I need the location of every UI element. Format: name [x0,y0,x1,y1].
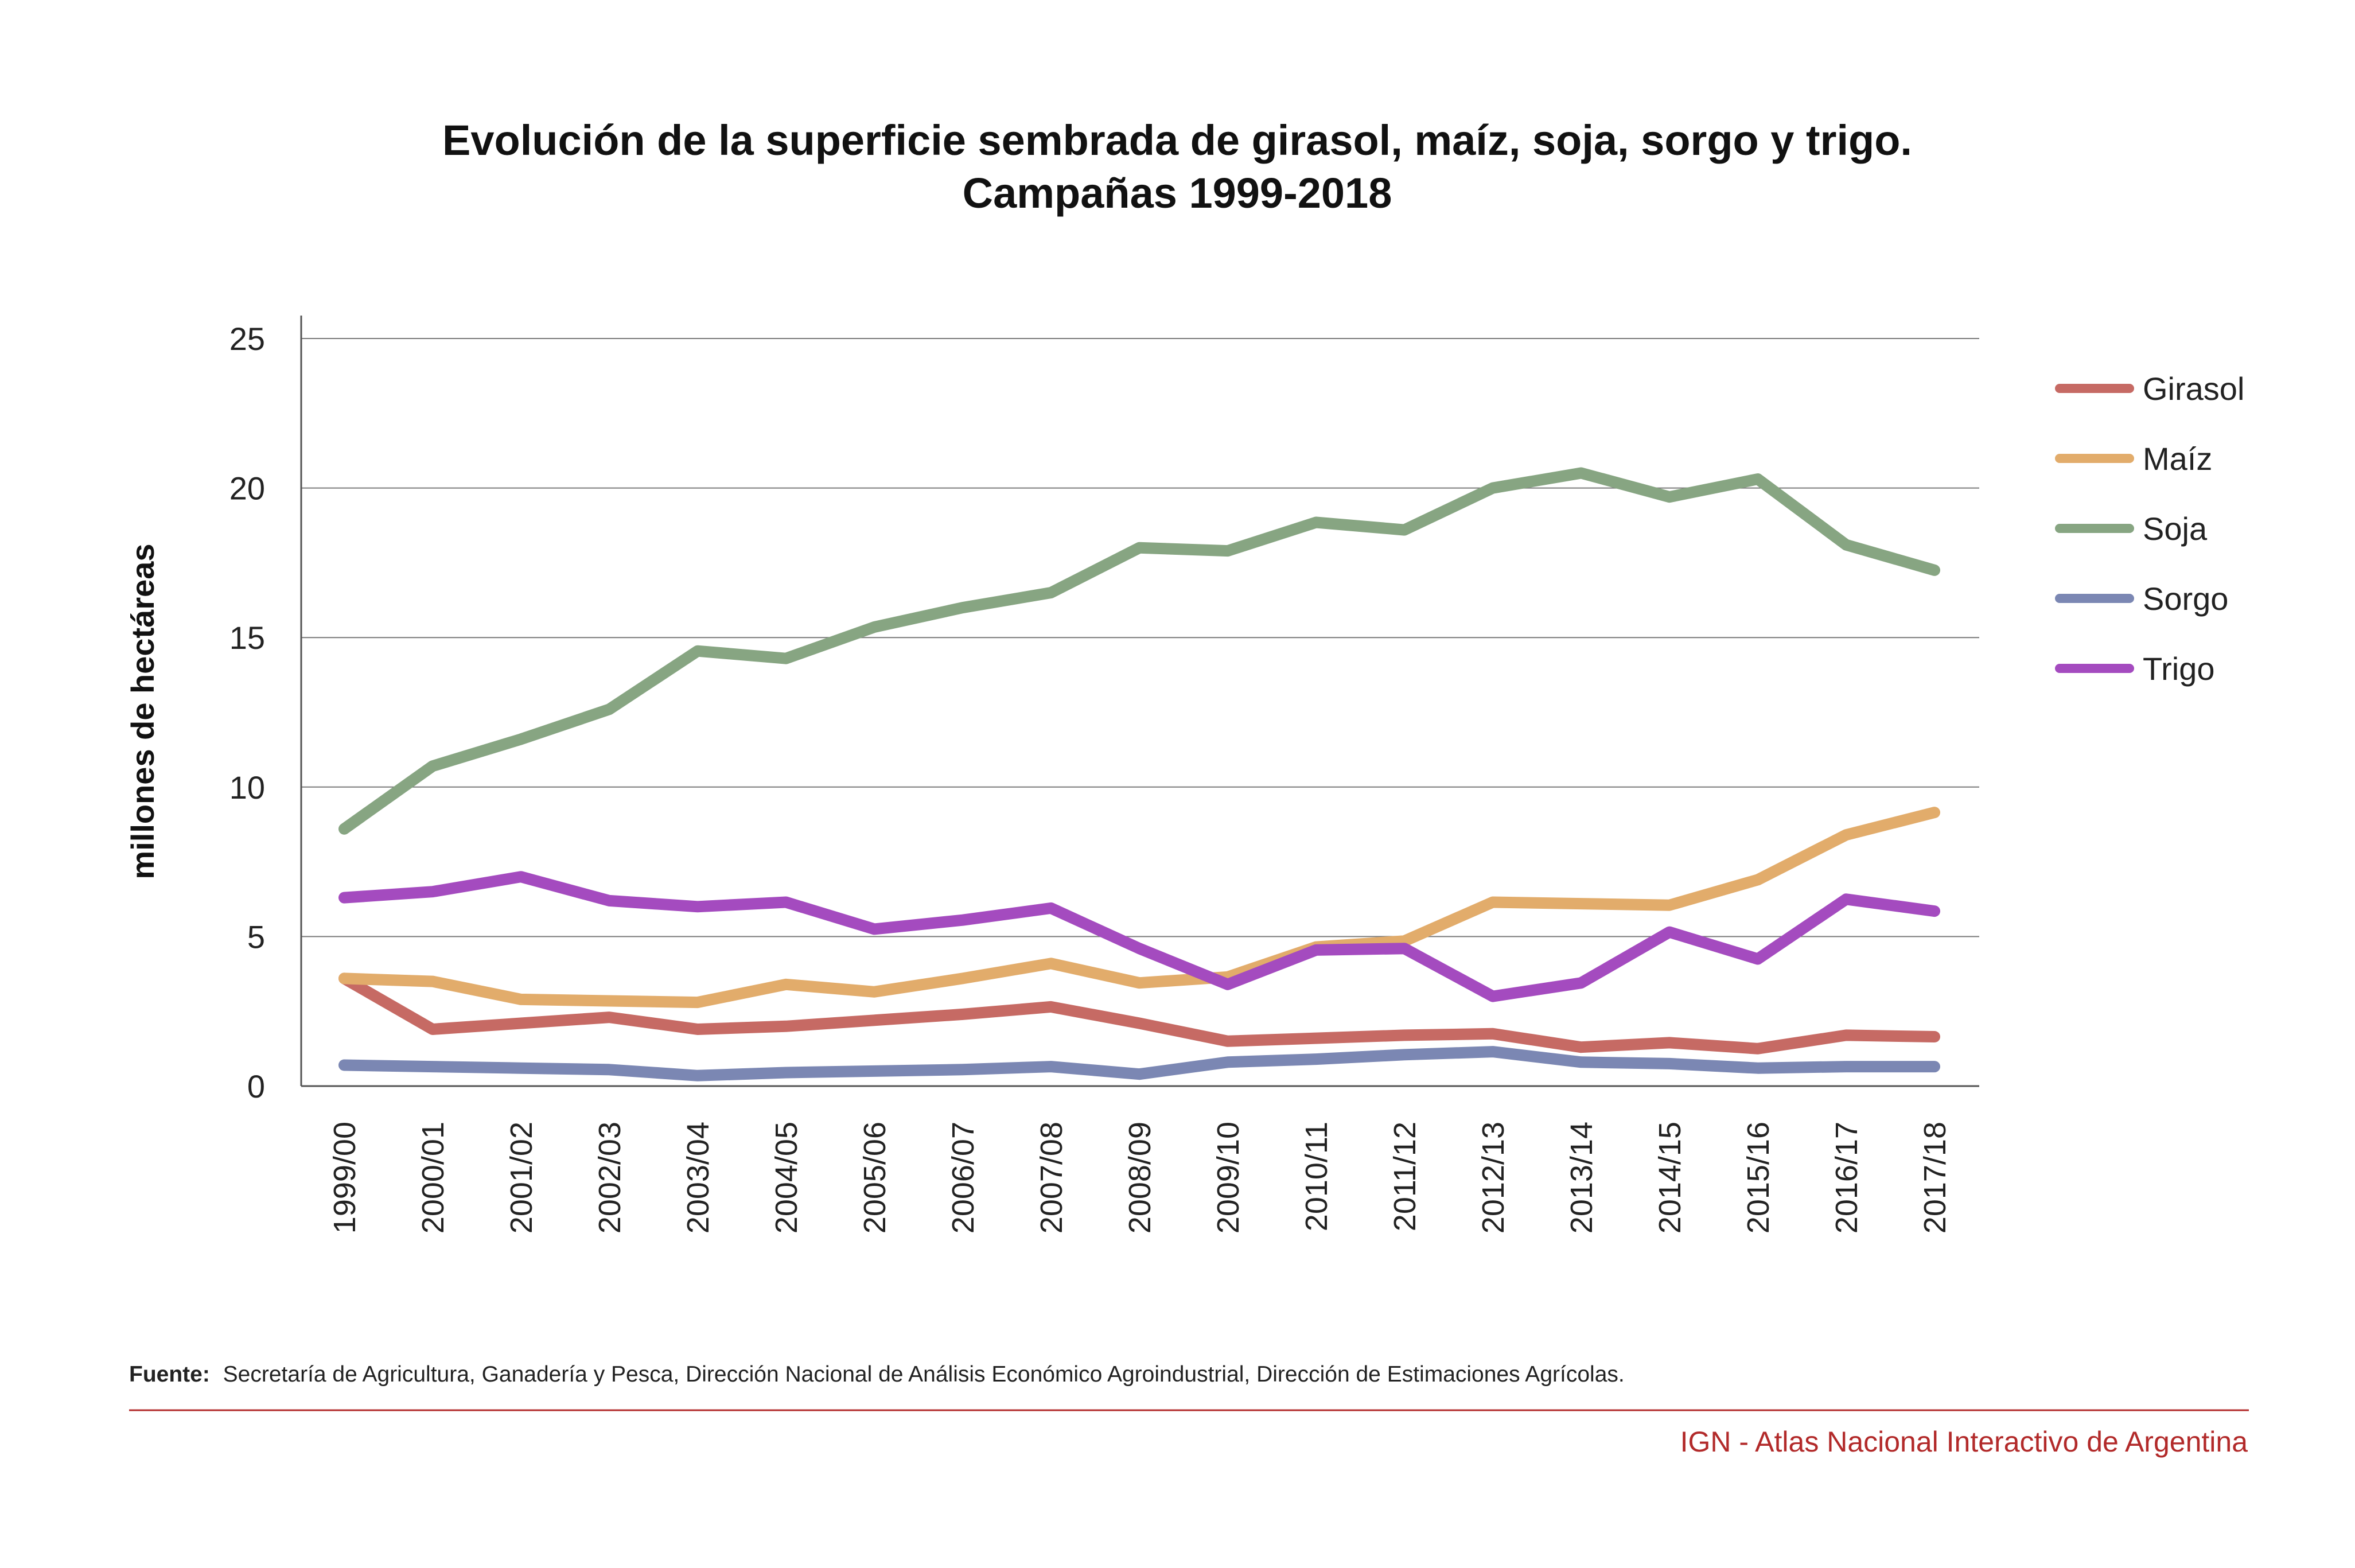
y-tick-label: 0 [247,1068,265,1104]
y-axis-label: millones de hectáreas [124,543,161,879]
y-tick-label: 25 [229,321,265,357]
legend-label: Soja [2143,511,2208,547]
series-line-sorgo [338,1046,1940,1081]
x-tick-label: 2000/01 [416,1122,450,1234]
y-tick-label: 10 [229,769,265,806]
x-tick-label: 2017/18 [1918,1122,1952,1234]
x-tick-label: 2006/07 [946,1122,980,1234]
axes [300,316,1979,1087]
x-tick-label: 2015/16 [1741,1122,1776,1234]
gridlines [301,338,1979,937]
x-tick-label: 2002/03 [593,1122,627,1234]
x-tick-label: 2001/02 [504,1122,539,1234]
y-tick-label: 20 [229,470,265,507]
series-line-maiz [338,807,1940,1009]
legend-item-trigo: Trigo [2055,651,2215,687]
credit-text: IGN - Atlas Nacional Interactivo de Arge… [1680,1426,2248,1458]
x-tick-label: 1999/00 [328,1122,362,1234]
legend-item-sorgo: Sorgo [2055,581,2228,617]
legend-label: Sorgo [2143,581,2228,617]
y-tick-label: 5 [247,919,265,955]
x-tick-label: 2011/12 [1388,1122,1422,1231]
x-tick-label: 2016/17 [1829,1122,1864,1234]
y-tick-labels: 0 5 10 15 20 25 [229,321,265,1104]
source-note: Fuente: Secretaría de Agricultura, Ganad… [129,1362,1625,1387]
legend-label: Girasol [2143,371,2244,407]
legend-item-girasol: Girasol [2055,371,2244,407]
x-tick-label: 2008/09 [1123,1122,1157,1234]
x-tick-label: 2007/08 [1034,1122,1069,1234]
source-text: Secretaría de Agricultura, Ganadería y P… [223,1362,1625,1387]
legend: Girasol Maíz Soja Sorgo Trigo [2055,371,2244,687]
series-line-soja [338,467,1940,835]
x-tick-label: 2005/06 [858,1122,892,1234]
x-tick-label: 2004/05 [769,1122,804,1234]
x-tick-label: 2010/11 [1299,1122,1334,1231]
legend-label: Maíz [2143,441,2212,477]
chart-subtitle: Campañas 1999-2018 [963,169,1392,217]
legend-item-soja: Soja [2055,511,2208,547]
x-tick-label: 2009/10 [1211,1122,1245,1234]
x-tick-label: 2013/14 [1564,1122,1599,1234]
series-lines [338,467,1940,1081]
legend-item-maiz: Maíz [2055,441,2212,477]
x-tick-label: 2014/15 [1653,1122,1687,1234]
x-tick-labels: 1999/00 2000/01 2001/02 2002/03 2003/04 2004/… [328,1122,1952,1234]
legend-label: Trigo [2143,651,2215,687]
y-tick-label: 15 [229,620,265,656]
chart-title: Evolución de la superficie sembrada de g… [442,116,1912,164]
source-label: Fuente: [129,1362,210,1387]
series-line-girasol [338,972,1940,1055]
series-line-trigo [338,871,1940,1002]
x-tick-label: 2003/04 [681,1122,715,1234]
x-tick-label: 2012/13 [1476,1122,1511,1234]
